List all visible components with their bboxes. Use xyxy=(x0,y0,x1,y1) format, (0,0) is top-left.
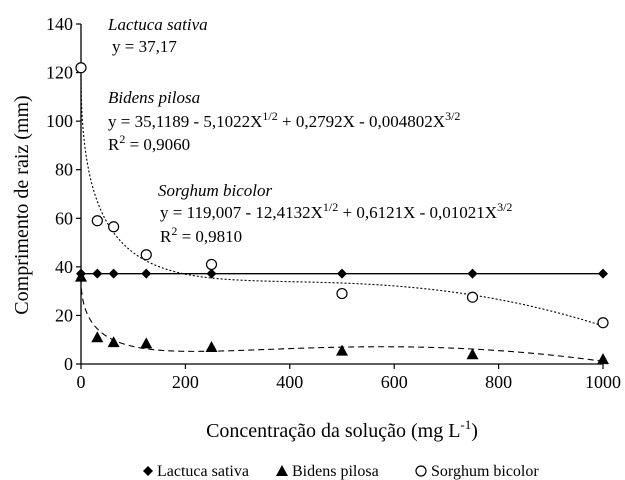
annotation-lactuca-name: Lactuca sativa xyxy=(107,15,208,34)
point-bidens xyxy=(466,348,479,360)
x-axis-label-tail: ) xyxy=(471,420,478,442)
legend-label-sorghum: Sorghum bicolor xyxy=(431,463,539,480)
bidens-eq-part-a: y = 35,1189 - 5,1022X xyxy=(108,112,262,131)
point-lactuca xyxy=(141,268,152,279)
point-lactuca xyxy=(108,268,119,279)
x-tick-label: 400 xyxy=(276,372,303,392)
point-sorghum xyxy=(466,291,479,303)
y-tick-label: 100 xyxy=(46,111,73,131)
point-bidens xyxy=(597,353,609,365)
point-bidens xyxy=(91,331,104,343)
point-lactuca xyxy=(337,268,347,279)
y-tick-label: 60 xyxy=(55,208,73,228)
x-tick-label: 0 xyxy=(77,372,86,392)
annotation-bidens-r2: R2 = 0,9060 xyxy=(108,132,190,154)
annotation-sorghum-r2: R2 = 0,9810 xyxy=(160,224,242,246)
annotation-sorghum-name: Sorghum bicolor xyxy=(158,181,273,200)
bidens-r2-value: = 0,9060 xyxy=(125,135,190,154)
x-tick-label: 600 xyxy=(381,372,408,392)
axes: 0 20 40 60 80 100 120 140 0 200 400 600 800 1000 xyxy=(46,14,621,392)
bidens-r2-sup: 2 xyxy=(119,132,125,146)
y-tick-label: 140 xyxy=(46,14,73,34)
legend-triangle-icon xyxy=(276,465,288,476)
legend-item-lactuca: Lactuca sativa xyxy=(143,463,249,480)
sorghum-r2-sup: 2 xyxy=(171,224,177,238)
point-sorghum xyxy=(75,62,87,74)
x-axis-label-sup: -1 xyxy=(460,417,471,432)
annotation-sorghum: Sorghum bicolor y = 119,007 - 12,4132X1/… xyxy=(158,181,512,246)
point-sorghum xyxy=(205,258,218,271)
sorghum-eq-part-b: + 0,6121X - 0,01021X xyxy=(338,203,497,222)
sorghum-eq-part-a: y = 119,007 - 12,4132X xyxy=(160,203,323,222)
sorghum-eq-sup-1: 1/2 xyxy=(323,200,338,214)
y-tick-label: 20 xyxy=(55,305,73,325)
annotation-lactuca: Lactuca sativa y = 37,17 xyxy=(107,15,208,56)
legend-label-bidens: Bidens pilosa xyxy=(292,463,379,480)
point-bidens xyxy=(107,336,120,348)
bidens-eq-sup-1: 1/2 xyxy=(262,109,277,123)
annotation-bidens: Bidens pilosa y = 35,1189 - 5,1022X1/2 +… xyxy=(108,88,460,154)
annotation-bidens-equation: y = 35,1189 - 5,1022X1/2 + 0,2792X - 0,0… xyxy=(108,109,460,131)
data-points xyxy=(75,62,609,365)
legend-diamond-icon xyxy=(143,466,153,476)
point-bidens xyxy=(205,341,218,352)
point-sorghum xyxy=(597,317,609,329)
point-bidens xyxy=(140,337,153,349)
x-tick-label: 200 xyxy=(172,372,199,392)
annotation-sorghum-equation: y = 119,007 - 12,4132X1/2 + 0,6121X - 0,… xyxy=(160,200,512,222)
y-axis-label: Comprimento de raiz (mm) xyxy=(11,95,33,314)
bidens-r2-label: R xyxy=(108,135,120,154)
x-tick-label: 1000 xyxy=(585,372,621,392)
legend-label-lactuca: Lactuca sativa xyxy=(157,463,249,480)
bidens-eq-part-b: + 0,2792X - 0,004802X xyxy=(278,112,445,131)
x-axis-label: Concentração da solução (mg L-1) xyxy=(206,417,478,442)
legend-item-bidens: Bidens pilosa xyxy=(276,463,379,480)
point-bidens xyxy=(75,270,87,282)
point-lactuca xyxy=(467,268,478,279)
legend-open-circle-icon xyxy=(415,465,427,477)
point-lactuca xyxy=(92,268,103,279)
bidens-eq-sup-2: 3/2 xyxy=(445,109,460,123)
y-tick-label: 0 xyxy=(64,354,73,374)
sorghum-eq-sup-2: 3/2 xyxy=(497,200,512,214)
point-lactuca xyxy=(598,268,608,279)
legend-item-sorghum: Sorghum bicolor xyxy=(415,463,539,480)
x-tick-label: 800 xyxy=(485,372,512,392)
point-sorghum xyxy=(336,287,348,300)
y-tick-label: 120 xyxy=(46,63,73,83)
y-tick-label: 40 xyxy=(55,257,73,277)
point-lactuca xyxy=(206,268,217,279)
point-sorghum xyxy=(140,249,152,261)
legend: Lactuca sativa Bidens pilosa Sorghum bic… xyxy=(143,463,539,480)
point-sorghum xyxy=(108,221,120,233)
point-sorghum xyxy=(91,215,103,227)
annotation-lactuca-equation: y = 37,17 xyxy=(112,37,177,56)
sorghum-r2-value: = 0,9810 xyxy=(177,227,242,246)
sorghum-r2-label: R xyxy=(160,227,172,246)
point-bidens xyxy=(336,344,348,356)
y-tick-label: 80 xyxy=(55,160,73,180)
annotation-bidens-name: Bidens pilosa xyxy=(108,88,200,107)
x-axis-label-main: Concentração da solução (mg L xyxy=(206,420,460,442)
